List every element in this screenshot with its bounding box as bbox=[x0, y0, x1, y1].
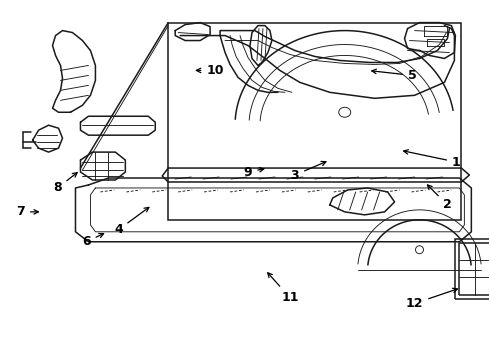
Text: 2: 2 bbox=[427, 185, 452, 211]
Bar bbox=[168, 23, 462, 220]
Text: 1: 1 bbox=[404, 150, 461, 168]
Bar bbox=[460, 243, 490, 294]
Text: 7: 7 bbox=[16, 205, 38, 219]
Text: 11: 11 bbox=[268, 273, 298, 304]
Text: 12: 12 bbox=[406, 288, 458, 310]
Text: 8: 8 bbox=[53, 172, 77, 194]
Bar bbox=[455, 239, 490, 298]
Text: 4: 4 bbox=[114, 207, 149, 236]
Text: 3: 3 bbox=[291, 161, 326, 181]
Text: 10: 10 bbox=[196, 64, 224, 77]
Text: 9: 9 bbox=[244, 166, 264, 179]
Text: 5: 5 bbox=[372, 69, 417, 82]
Text: 6: 6 bbox=[82, 234, 103, 248]
